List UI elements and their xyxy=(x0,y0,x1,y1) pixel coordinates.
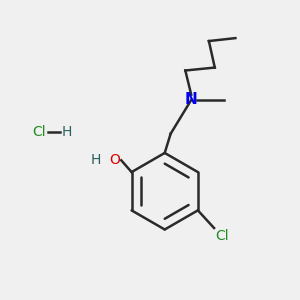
Text: Cl: Cl xyxy=(215,230,229,244)
Text: N: N xyxy=(185,92,198,107)
Text: Cl: Cl xyxy=(32,125,46,139)
Text: H: H xyxy=(62,125,72,139)
Text: H: H xyxy=(91,153,101,167)
Text: O: O xyxy=(109,153,120,167)
